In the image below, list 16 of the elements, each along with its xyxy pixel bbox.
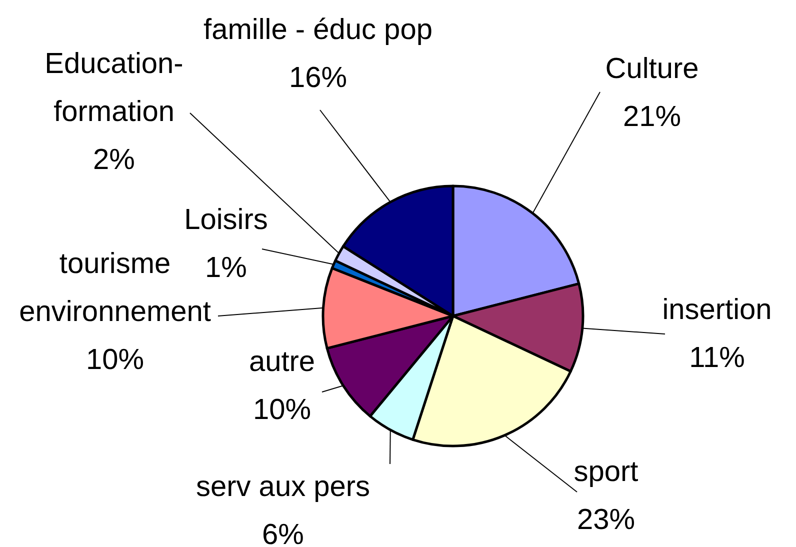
data-label: 23% xyxy=(576,504,636,536)
data-label: 6% xyxy=(262,519,304,547)
slice-label: serv aux pers xyxy=(196,471,370,503)
data-label: 10% xyxy=(86,344,144,376)
data-label: 21% xyxy=(622,101,682,133)
slice-label: insertion xyxy=(662,294,772,326)
slice-label: autre xyxy=(248,346,316,378)
slice-label: Education- formation xyxy=(44,48,184,128)
slice-label: sport xyxy=(574,456,638,488)
data-label: 10% xyxy=(252,394,312,426)
slice-label: Culture xyxy=(605,53,699,85)
data-label: 11% xyxy=(689,342,745,374)
slice-label: Loisirs xyxy=(184,204,268,236)
data-label: 2% xyxy=(93,144,135,176)
data-label: 16% xyxy=(288,62,348,94)
slice-label: famille - éduc pop xyxy=(204,14,432,46)
